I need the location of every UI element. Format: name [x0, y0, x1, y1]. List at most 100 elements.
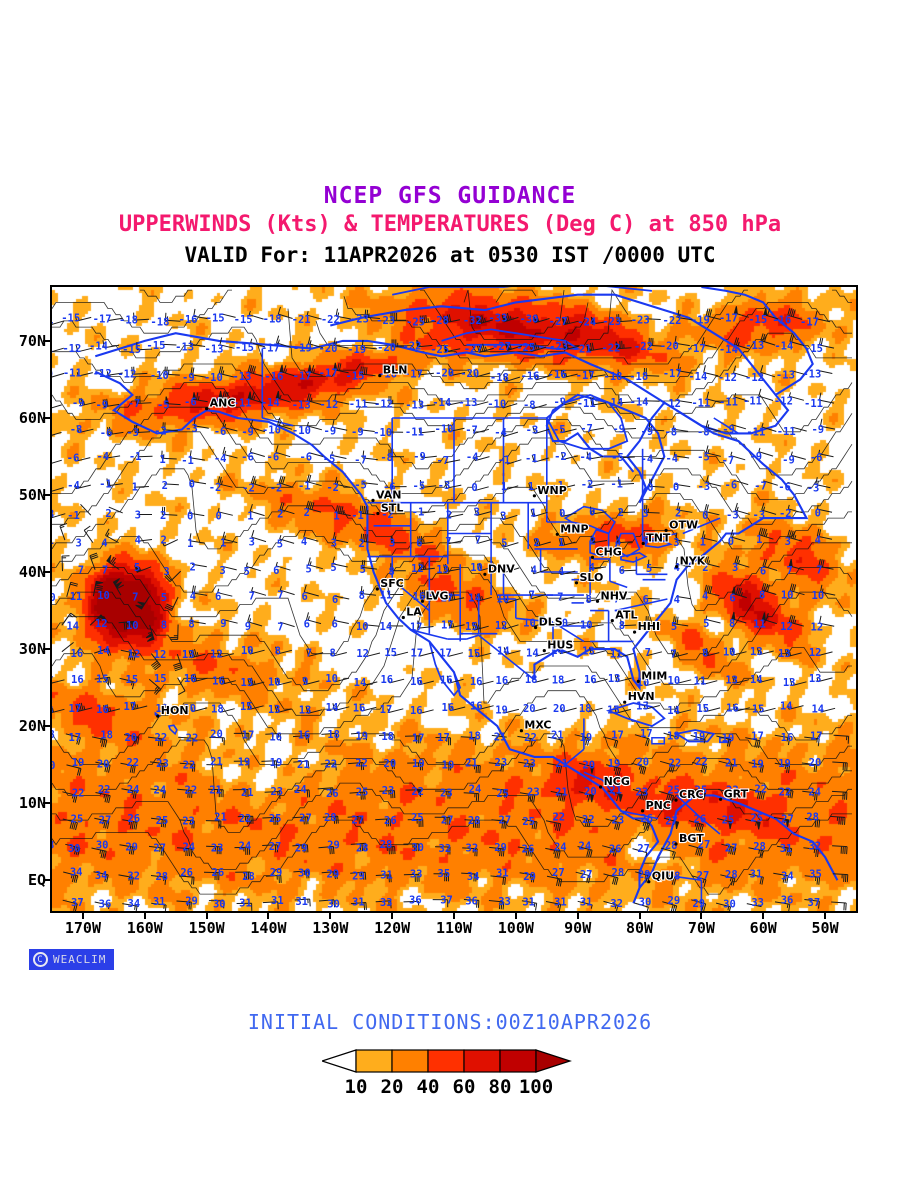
map-plot-area[interactable]: 3537363431293031313130313336373633313131… — [50, 285, 858, 913]
svg-text:17: 17 — [380, 704, 393, 716]
svg-text:12: 12 — [811, 621, 824, 633]
svg-text:13: 13 — [241, 677, 254, 689]
svg-text:-10: -10 — [150, 370, 169, 382]
svg-text:4: 4 — [615, 537, 621, 549]
x-axis-label: 90W — [564, 919, 592, 937]
svg-text:7: 7 — [277, 622, 283, 634]
svg-text:6: 6 — [642, 594, 648, 606]
svg-text:15: 15 — [96, 673, 109, 685]
svg-text:-15: -15 — [748, 314, 767, 326]
svg-text:13: 13 — [582, 646, 595, 658]
svg-text:36: 36 — [781, 895, 794, 907]
colorbar-swatches — [322, 1049, 572, 1073]
svg-text:20: 20 — [97, 758, 110, 770]
svg-text:28: 28 — [665, 840, 678, 852]
city-label: HHI — [633, 619, 661, 634]
svg-text:7: 7 — [614, 594, 620, 606]
svg-text:11: 11 — [380, 590, 393, 602]
x-axis-tick — [824, 912, 827, 919]
svg-text:DNV: DNV — [488, 562, 515, 575]
city-label: BLN — [378, 363, 409, 378]
svg-text:1: 1 — [501, 481, 507, 493]
svg-text:-12: -12 — [319, 399, 338, 411]
svg-text:-1: -1 — [412, 506, 425, 518]
svg-text:-15: -15 — [235, 342, 254, 354]
svg-text:-6: -6 — [778, 481, 791, 493]
svg-text:3: 3 — [673, 537, 679, 549]
svg-text:GRT: GRT — [724, 787, 749, 800]
x-axis-label: 50W — [811, 919, 839, 937]
svg-text:10: 10 — [723, 647, 736, 659]
svg-text:CRC: CRC — [679, 788, 704, 801]
svg-text:0: 0 — [673, 482, 679, 494]
svg-text:22: 22 — [524, 732, 537, 744]
city-label: LVG — [420, 588, 450, 603]
svg-text:-15: -15 — [146, 340, 165, 352]
svg-text:27: 27 — [441, 815, 454, 827]
valid-time-label: VALID For: 11APR2026 at 0530 IST /0000 U… — [184, 243, 716, 267]
city-label: NYK — [675, 553, 707, 569]
svg-text:-2: -2 — [381, 509, 394, 521]
svg-text:-20: -20 — [435, 368, 454, 380]
city-label: CHG — [590, 544, 623, 560]
x-axis-label: 100W — [497, 919, 534, 937]
svg-text:2: 2 — [446, 509, 452, 521]
svg-text:31: 31 — [239, 898, 252, 910]
svg-text:4: 4 — [815, 534, 821, 546]
copyright-icon: C — [33, 952, 48, 967]
svg-text:13: 13 — [436, 564, 449, 576]
svg-text:-15: -15 — [804, 343, 823, 355]
svg-text:PNC: PNC — [646, 799, 671, 812]
svg-text:MIM: MIM — [641, 669, 667, 682]
svg-text:31: 31 — [750, 868, 763, 880]
svg-text:36: 36 — [409, 895, 422, 907]
svg-text:14: 14 — [750, 674, 763, 686]
colorbar: 10 20 40 60 80 100 — [0, 1048, 900, 1106]
svg-text:22: 22 — [552, 811, 565, 823]
svg-text:-14: -14 — [261, 397, 280, 409]
svg-text:-11: -11 — [63, 368, 82, 380]
svg-text:3: 3 — [474, 507, 480, 519]
svg-text:35: 35 — [438, 868, 451, 880]
svg-text:5: 5 — [330, 562, 336, 574]
svg-text:22: 22 — [185, 784, 198, 796]
x-axis-tick — [143, 912, 146, 919]
svg-text:21: 21 — [297, 759, 310, 771]
svg-text:-6: -6 — [383, 482, 396, 494]
svg-text:-7: -7 — [722, 455, 735, 467]
svg-text:10: 10 — [241, 645, 254, 657]
svg-text:17: 17 — [611, 730, 624, 742]
svg-text:24: 24 — [554, 842, 567, 854]
svg-text:-33: -33 — [488, 312, 507, 324]
svg-text:BLN: BLN — [383, 364, 408, 377]
x-axis-tick — [453, 912, 455, 919]
city-label: MXC — [519, 718, 553, 733]
svg-text:-3: -3 — [697, 481, 710, 493]
y-axis-label: 40N — [18, 563, 46, 582]
svg-text:22: 22 — [239, 813, 252, 825]
x-axis-label: 110W — [435, 919, 473, 937]
svg-text:-14: -14 — [52, 316, 53, 328]
svg-text:3: 3 — [642, 508, 648, 520]
svg-text:7: 7 — [249, 590, 255, 602]
svg-text:OTW: OTW — [669, 518, 698, 531]
svg-text:18: 18 — [667, 730, 680, 742]
svg-text:-17: -17 — [93, 313, 112, 325]
svg-text:28: 28 — [806, 811, 819, 823]
svg-text:10: 10 — [668, 675, 681, 687]
svg-text:30: 30 — [639, 897, 652, 909]
svg-text:-32: -32 — [463, 315, 482, 327]
svg-text:19: 19 — [580, 732, 593, 744]
svg-text:5: 5 — [243, 566, 249, 578]
svg-text:27: 27 — [552, 867, 565, 879]
y-axis-tick — [43, 494, 50, 496]
svg-text:27: 27 — [499, 815, 512, 827]
svg-text:28: 28 — [242, 871, 255, 883]
svg-text:-17: -17 — [576, 370, 595, 382]
svg-text:-9: -9 — [722, 424, 735, 436]
svg-text:20: 20 — [384, 758, 397, 770]
svg-text:-20: -20 — [460, 368, 479, 380]
svg-text:-23: -23 — [549, 341, 568, 353]
svg-text:29: 29 — [327, 868, 340, 880]
svg-text:13: 13 — [636, 701, 649, 713]
